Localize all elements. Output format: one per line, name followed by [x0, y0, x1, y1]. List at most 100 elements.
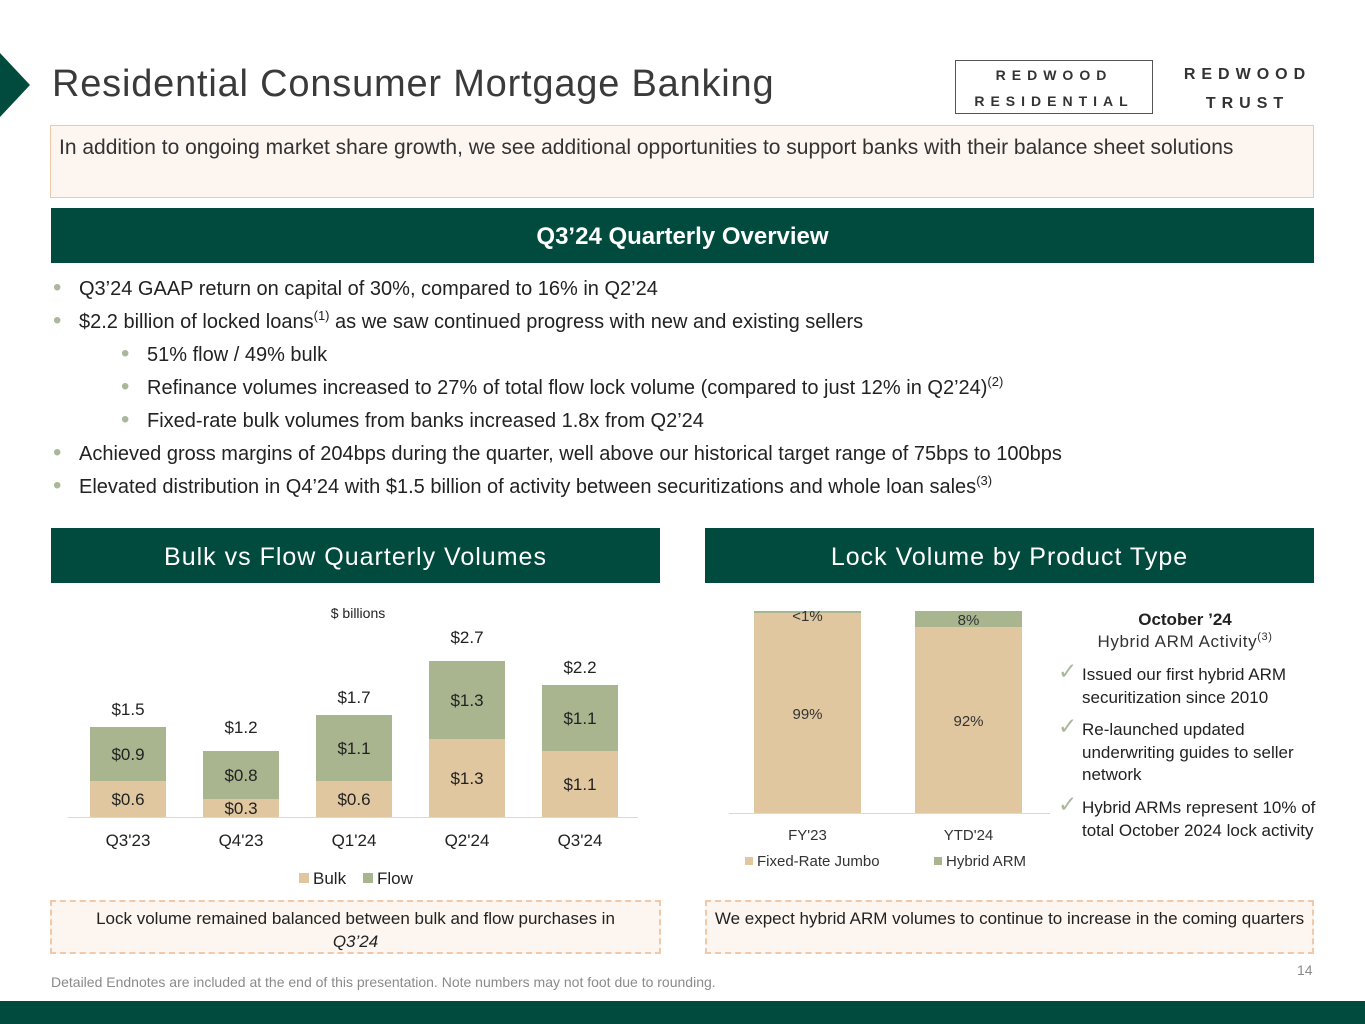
bullet-footnote-ref: (1)	[313, 308, 330, 323]
redwood-residential-logo: REDWOOD RESIDENTIAL	[955, 60, 1153, 114]
bullet-footnote-ref: (3)	[976, 473, 993, 488]
bar-value-label: $0.8	[224, 766, 257, 785]
x-tick-label: FY'23	[788, 827, 827, 844]
bar-value-label: $1.1	[563, 775, 596, 794]
logo-line-1: REDWOOD	[1183, 66, 1312, 83]
bar-segment-bulk	[429, 739, 505, 817]
x-tick-label: Q4'23	[219, 831, 264, 850]
bullet-dot-icon: •	[121, 340, 130, 367]
note-text: Lock volume remained balanced between bu…	[96, 909, 615, 928]
x-tick-label: Q1'24	[332, 831, 377, 850]
bar-total-label: $1.7	[337, 688, 370, 707]
bullet-dot-icon: •	[121, 373, 130, 400]
bar-value-label: $1.3	[450, 769, 483, 788]
bar-segment-flow	[429, 661, 505, 739]
legend-label: Flow	[377, 869, 414, 888]
bullet-footnote-ref: (2)	[987, 374, 1004, 389]
october-check-item: ✓ Re-launched updated underwriting guide…	[1058, 715, 1327, 787]
bullet-dot-icon: •	[53, 472, 62, 499]
check-text: Issued our first hybrid ARM securitizati…	[1082, 665, 1287, 707]
logo-line-1: REDWOOD	[995, 67, 1113, 83]
october-subtitle-text: Hybrid ARM Activity	[1097, 632, 1258, 651]
page-number: 14	[1297, 962, 1313, 978]
bar-segment-fixed-rate-jumbo	[915, 627, 1022, 813]
bar-segment-bulk	[203, 799, 279, 817]
bar-segment-flow	[316, 715, 392, 781]
october-check-item: ✓ Issued our first hybrid ARM securitiza…	[1058, 660, 1327, 709]
bullet-dot-icon: •	[53, 439, 62, 466]
x-tick-label: Q2'24	[445, 831, 490, 850]
bar-segment-flow	[542, 685, 618, 751]
bar-segment-bulk	[542, 751, 618, 817]
lock-volume-note: We expect hybrid ARM volumes to continue…	[705, 900, 1314, 954]
legend-swatch	[299, 873, 309, 883]
x-tick-label: Q3'23	[106, 831, 151, 850]
overview-sub-bullet: • 51% flow / 49% bulk	[121, 342, 328, 367]
bullet-text: 51% flow / 49% bulk	[147, 344, 328, 366]
page-title: Residential Consumer Mortgage Banking	[52, 63, 775, 105]
bar-value-label: $0.6	[111, 790, 144, 809]
bar-value-label: $0.9	[111, 745, 144, 764]
bar-value-label: 92%	[953, 713, 983, 730]
endnote-disclaimer: Detailed Endnotes are included at the en…	[51, 974, 716, 990]
legend-swatch	[934, 857, 942, 865]
bullet-text: Achieved gross margins of 204bps during …	[79, 443, 1062, 465]
logo-line-2: RESIDENTIAL	[974, 93, 1134, 109]
bulk-flow-header: Bulk vs Flow Quarterly Volumes	[51, 528, 660, 583]
chart-unit-label: $ billions	[331, 605, 385, 621]
bar-value-label: $0.6	[337, 790, 370, 809]
footer-bar	[0, 1001, 1365, 1024]
overview-bullet: • Elevated distribution in Q4’24 with $1…	[53, 473, 993, 499]
bar-value-label: 8%	[958, 612, 980, 629]
bar-segment-hybrid-arm	[754, 611, 861, 614]
overview-bullet: • $2.2 billion of locked loans(1) as we …	[53, 308, 864, 334]
bar-segment-fixed-rate-jumbo	[754, 613, 861, 813]
bulk-flow-note: Lock volume remained balanced between bu…	[50, 900, 661, 954]
bar-segment-flow	[90, 727, 166, 781]
bullet-text: Refinance volumes increased to 27% of to…	[147, 377, 988, 399]
checkmark-icon: ✓	[1058, 791, 1078, 817]
checkmark-icon: ✓	[1058, 658, 1078, 684]
bar-total-label: $1.2	[224, 718, 257, 737]
note-italic-text: Q3’24	[332, 932, 379, 951]
bulk-flow-chart: $ billions $0.6 $0.9 $1.5 Q3'23 $0.3 $0.8 $1.2 Q…	[68, 605, 638, 888]
lock-volume-header: Lock Volume by Product Type	[705, 528, 1314, 583]
checkmark-icon: ✓	[1058, 713, 1078, 739]
bullet-text: Q3’24 GAAP return on capital of 30%, com…	[79, 278, 658, 300]
check-text: Re-launched updated underwriting guides …	[1082, 720, 1294, 784]
legend-swatch	[363, 873, 373, 883]
bullet-text: $2.2 billion of locked loans	[79, 311, 314, 333]
legend-label: Fixed-Rate Jumbo	[757, 853, 880, 870]
bar-segment-bulk	[316, 781, 392, 817]
bar-value-label: 99%	[792, 706, 822, 723]
bullet-text-after: as we saw continued progress with new an…	[329, 311, 864, 333]
bar-value-label: $1.3	[450, 691, 483, 710]
x-tick-label: Q3'24	[558, 831, 603, 850]
bullet-dot-icon: •	[53, 307, 62, 334]
overview-header: Q3’24 Quarterly Overview	[51, 208, 1314, 263]
bar-segment-flow	[203, 751, 279, 799]
legend-label: Hybrid ARM	[946, 853, 1026, 870]
overview-bullet: • Q3’24 GAAP return on capital of 30%, c…	[53, 276, 658, 301]
bar-total-label: $2.7	[450, 628, 483, 647]
october-footnote-ref: (3)	[1257, 631, 1273, 643]
bullet-dot-icon: •	[53, 274, 62, 301]
check-text: Hybrid ARMs represent 10% of total Octob…	[1082, 798, 1316, 840]
bar-total-label: $1.5	[111, 700, 144, 719]
bullet-dot-icon: •	[121, 406, 130, 433]
bullet-text: Fixed-rate bulk volumes from banks incre…	[147, 410, 704, 432]
bar-value-label: $1.1	[337, 739, 370, 758]
x-tick-label: YTD'24	[944, 827, 994, 844]
legend-label: Bulk	[313, 869, 347, 888]
logo-line-2: TRUST	[1205, 95, 1290, 112]
intro-callout: In addition to ongoing market share grow…	[50, 125, 1314, 198]
redwood-trust-logo: REDWOOD TRUST	[1175, 60, 1320, 118]
bar-total-label: $2.2	[563, 658, 596, 677]
lock-volume-chart: 99% <1% FY'23 92% 8% YTD'24 Fixed-Rate Jumbo Hy…	[729, 608, 1050, 870]
overview-sub-bullet: • Fixed-rate bulk volumes from banks inc…	[121, 408, 704, 433]
bar-value-label: $0.3	[224, 799, 257, 818]
bullet-text: Elevated distribution in Q4’24 with $1.5…	[79, 476, 977, 498]
october-title: October ’24	[1138, 610, 1232, 629]
legend-swatch	[745, 857, 753, 865]
bar-value-label: $1.1	[563, 709, 596, 728]
